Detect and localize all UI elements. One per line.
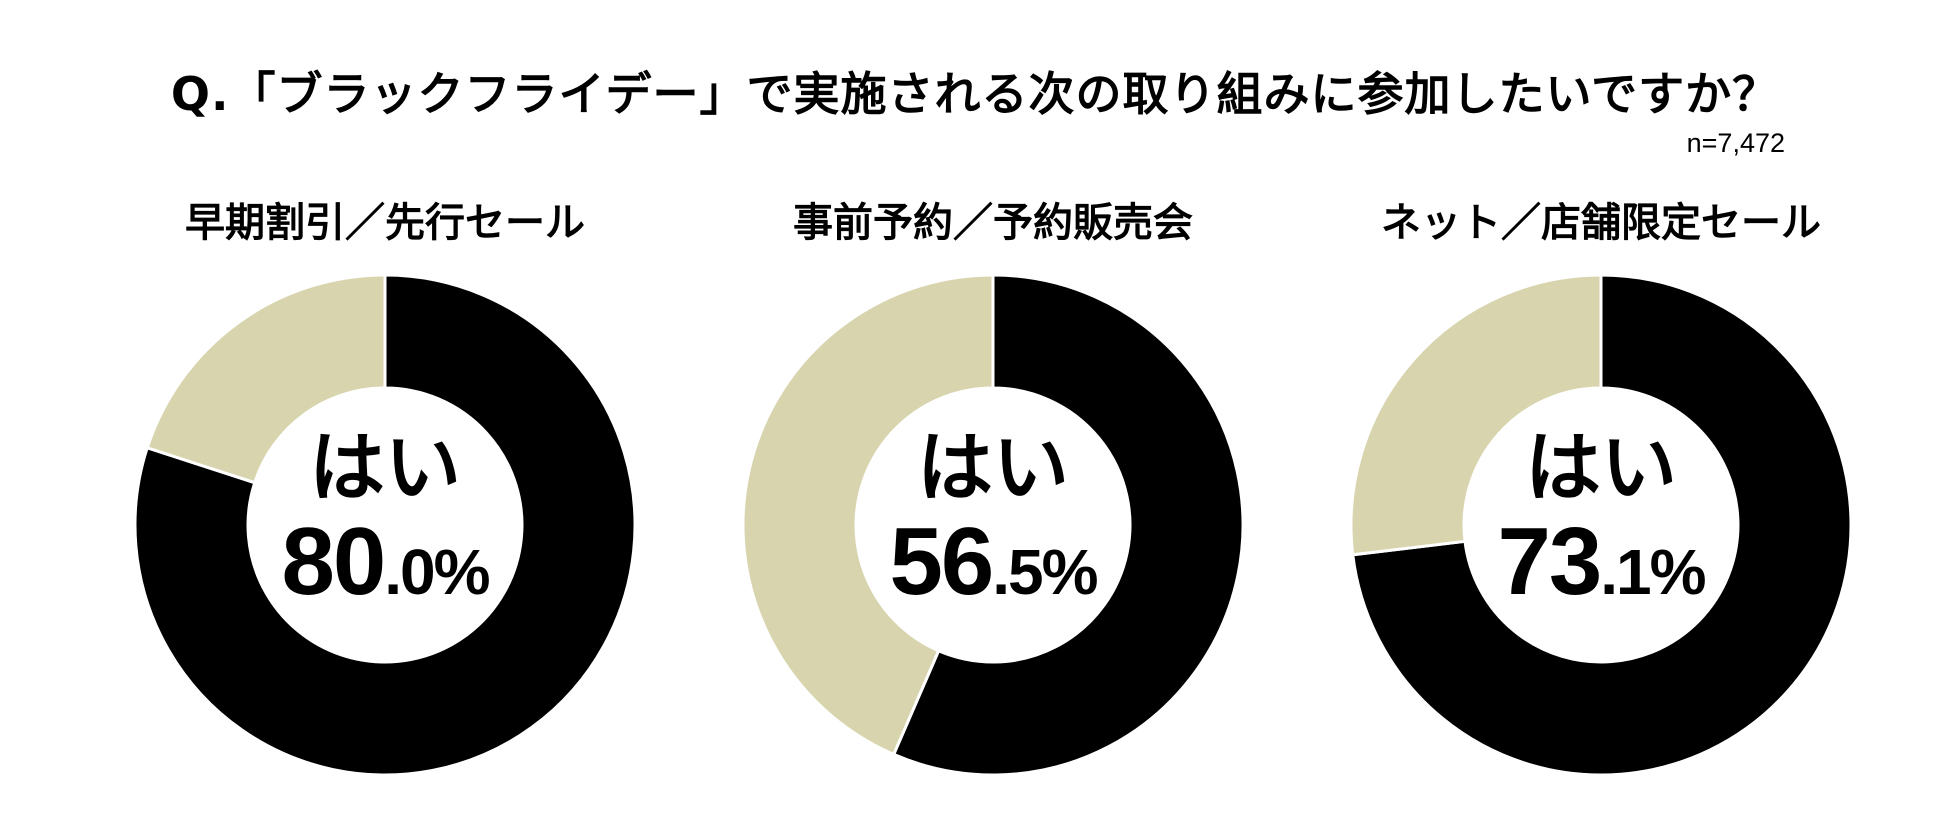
donut-slice-other [145, 273, 387, 485]
donut-chart [133, 273, 637, 777]
donut-chart [741, 273, 1245, 777]
panel-title: 早期割引／先行セール [185, 200, 585, 246]
donut-panel-limited-sale: ネット／店舗限定セール はい 73.1% [1346, 190, 1856, 790]
sample-size: n=7,472 [1686, 128, 1785, 158]
chart-title: Q.「ブラックフライデー」で実施される次の取り組みに参加したいですか？ [170, 67, 1780, 121]
donut-chart [1349, 273, 1853, 777]
donut-slice-yes [133, 273, 637, 777]
donut-slice-other [741, 273, 995, 757]
donut-panel-early-discount: 早期割引／先行セール はい 80.0% [130, 190, 640, 790]
donut-slice-yes [891, 273, 1245, 777]
donut-slice-other [1349, 273, 1603, 557]
panel-title: ネット／店舗限定セール [1381, 200, 1821, 246]
donut-slice-yes [1351, 273, 1853, 777]
donut-panel-pre-order: 事前予約／予約販売会 はい 56.5% [738, 190, 1248, 790]
panel-title: 事前予約／予約販売会 [793, 200, 1193, 246]
